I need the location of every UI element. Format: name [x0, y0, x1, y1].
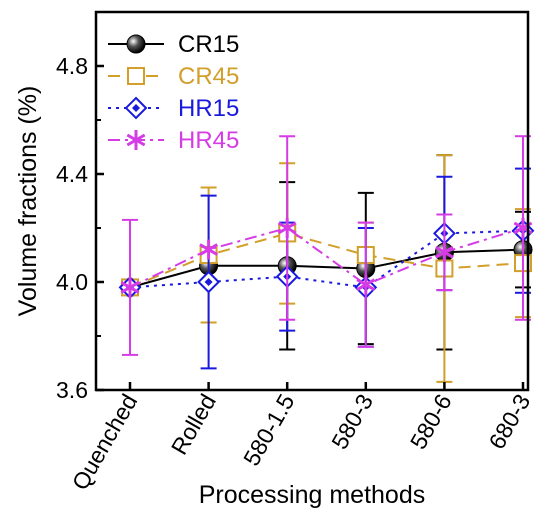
legend-entry-HR15: HR15: [108, 95, 239, 122]
y-axis-title: Volume fractions (%): [14, 86, 42, 317]
legend-entry-CR45: CR45: [108, 63, 239, 90]
legend-label: HR15: [178, 95, 239, 122]
data-point-marker-inner: [204, 278, 213, 286]
legend-label: CR45: [178, 63, 239, 90]
legend-entry-HR45: HR45: [108, 127, 239, 154]
data-point-marker: [277, 221, 297, 235]
x-axis-title: Processing methods: [199, 481, 426, 509]
data-point-marker-inner: [132, 104, 140, 112]
y-tick-label: 4.8: [56, 53, 88, 79]
legend: CR15 CR45 HR15 HR45: [108, 31, 239, 154]
data-point-marker: [356, 278, 376, 291]
legend-label: HR45: [178, 127, 239, 154]
y-tick-label: 4.0: [56, 269, 88, 295]
series-line: [129, 226, 524, 289]
legend-entry-CR15: CR15: [108, 31, 239, 58]
data-point-marker: [126, 34, 146, 54]
plot-frame: [94, 10, 530, 392]
data-point-marker: [199, 243, 219, 256]
data-point-marker: [127, 67, 145, 85]
data-point-marker: [434, 246, 454, 259]
y-tick-label: 3.6: [56, 377, 88, 403]
series-line: [129, 248, 524, 289]
data-point-marker: [126, 133, 146, 147]
series-line: [129, 229, 524, 289]
data-point-marker: [120, 281, 140, 294]
legend-label: CR15: [178, 31, 239, 58]
y-tick-label: 4.4: [56, 161, 88, 187]
